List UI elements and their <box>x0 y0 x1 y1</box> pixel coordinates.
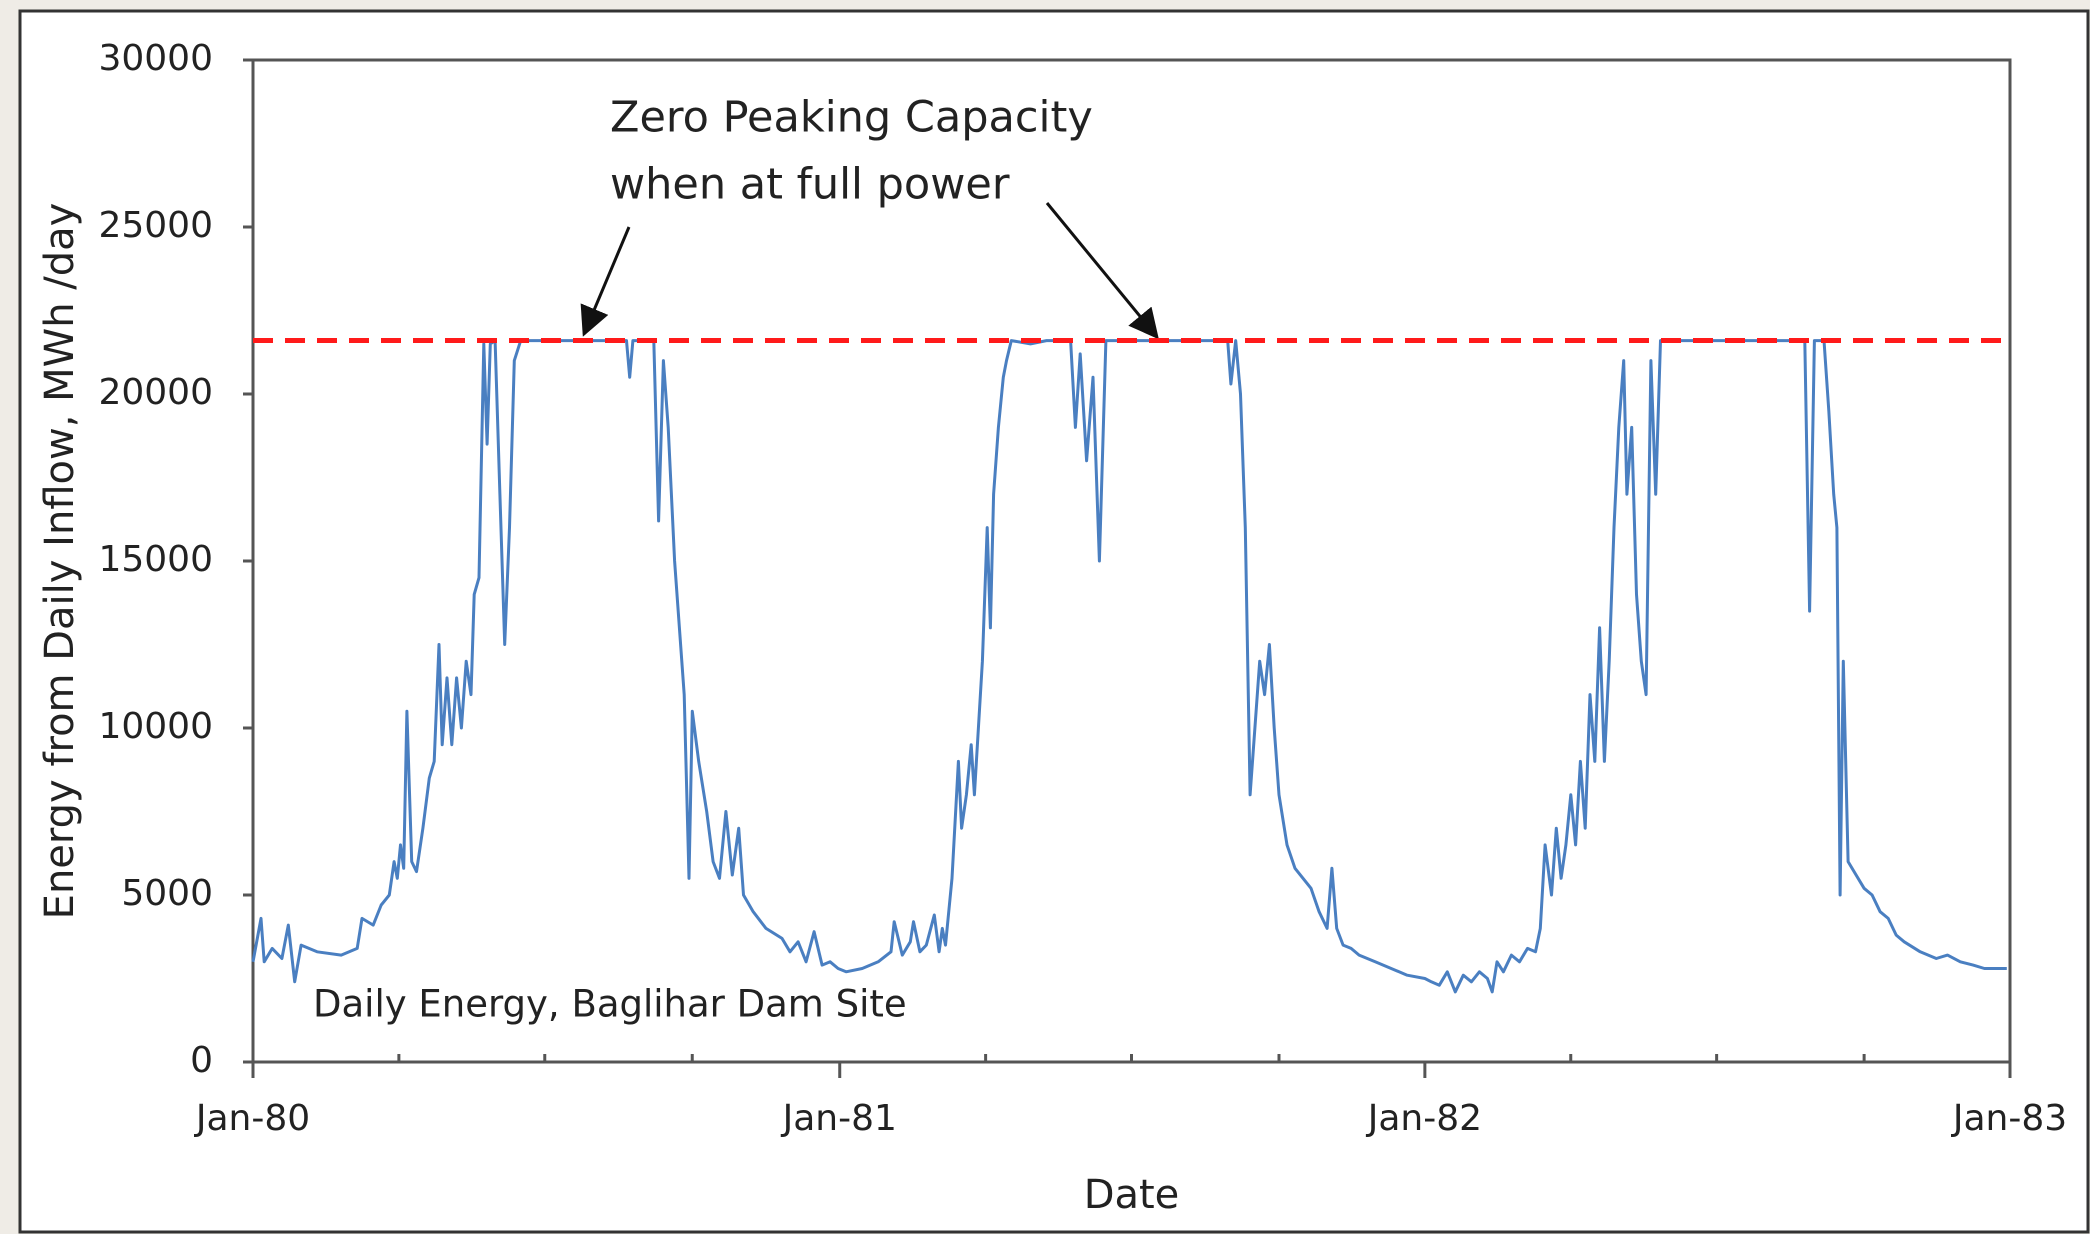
annotation: Zero Peaking Capacity <box>610 93 1093 143</box>
x-axis-label: Date <box>1084 1172 1180 1218</box>
x-tick-label: Jan-83 <box>1951 1098 2067 1139</box>
data-line <box>251 339 2007 994</box>
panel <box>18 9 2090 1234</box>
y-tick-label: 30000 <box>98 38 213 79</box>
x-tick-label: Jan-80 <box>194 1098 310 1139</box>
y-tick-label: 15000 <box>98 539 213 580</box>
arrow <box>580 226 631 337</box>
annotation: when at full power <box>610 160 1010 210</box>
x-tick-label: Jan-82 <box>1366 1098 1482 1139</box>
y-tick-label: 5000 <box>121 873 213 914</box>
series-label: Daily Energy, Baglihar Dam Site <box>313 983 907 1026</box>
y-tick-label: 0 <box>190 1040 213 1081</box>
arrow <box>1045 202 1159 340</box>
x-tick-label: Jan-81 <box>781 1098 897 1139</box>
y-tick-label: 10000 <box>98 706 213 747</box>
y-tick-label: 25000 <box>98 205 213 246</box>
y-tick-label: 20000 <box>98 372 213 413</box>
y-axis-label: Energy from Daily Inflow, MWh /day <box>37 203 83 920</box>
